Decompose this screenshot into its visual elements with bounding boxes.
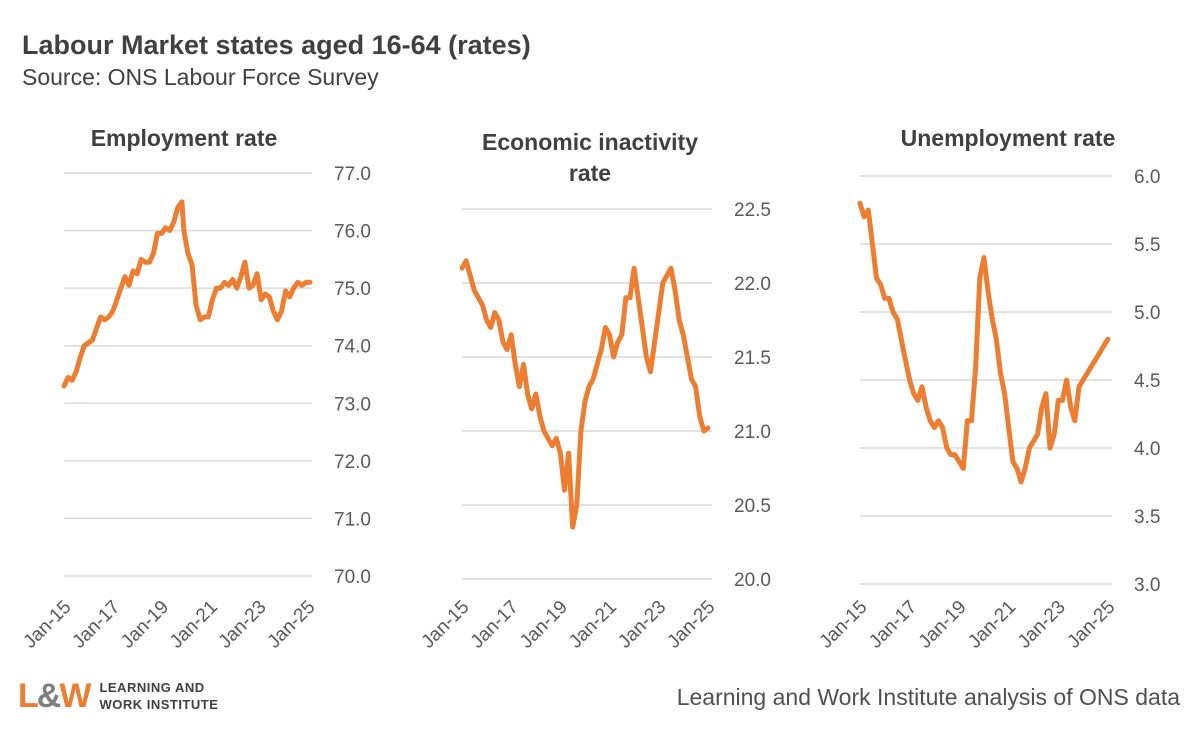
y-tick-label: 20.5 xyxy=(734,496,771,517)
chart-title-line: Economic inactivity xyxy=(482,129,698,155)
series-line xyxy=(857,200,1111,485)
y-tick-label: 20.0 xyxy=(734,570,771,591)
y-tick-label: 70.0 xyxy=(334,567,371,588)
y-tick-label: 77.0 xyxy=(334,164,371,185)
x-tick-label: Jan-25 xyxy=(1063,597,1119,653)
x-tick-label: Jan-15 xyxy=(816,597,872,653)
y-tick-label: 22.5 xyxy=(734,200,771,221)
lw-logo-mark: L&W xyxy=(18,677,91,715)
y-tick-label: 71.0 xyxy=(334,509,371,530)
y-tick-label: 4.0 xyxy=(1134,439,1160,460)
page-title: Labour Market states aged 16-64 (rates) xyxy=(22,30,531,60)
y-tick-label: 4.5 xyxy=(1134,371,1160,392)
y-tick-label: 5.0 xyxy=(1134,303,1160,324)
footer-credit: Learning and Work Institute analysis of … xyxy=(676,684,1180,710)
page-subtitle: Source: ONS Labour Force Survey xyxy=(22,64,379,90)
x-tick-label: Jan-23 xyxy=(1014,597,1070,653)
chart-title-line: Unemployment rate xyxy=(901,125,1116,151)
y-tick-label: 75.0 xyxy=(334,279,371,300)
y-tick-label: 76.0 xyxy=(334,222,371,243)
series-line xyxy=(459,258,711,530)
y-tick-label: 72.0 xyxy=(334,452,371,473)
lw-logo-text: LEARNING AND WORK INSTITUTE xyxy=(99,679,218,713)
logo-line-1: LEARNING AND xyxy=(99,680,205,695)
y-tick-label: 21.5 xyxy=(734,348,771,369)
chart-title-line: rate xyxy=(569,160,611,186)
x-tick-label: Jan-17 xyxy=(865,597,921,653)
logo-line-2: WORK INSTITUTE xyxy=(99,697,219,712)
y-tick-label: 21.0 xyxy=(734,422,771,443)
y-tick-label: 3.0 xyxy=(1134,575,1160,596)
series-line xyxy=(61,199,313,389)
y-tick-label: 3.5 xyxy=(1134,507,1160,528)
y-tick-label: 22.0 xyxy=(734,274,771,295)
x-tick-label: Jan-19 xyxy=(915,597,971,653)
chart-title-line: Employment rate xyxy=(91,125,278,151)
y-tick-label: 5.5 xyxy=(1134,235,1160,256)
y-tick-label: 6.0 xyxy=(1134,167,1160,188)
y-tick-label: 74.0 xyxy=(334,337,371,358)
y-tick-label: 73.0 xyxy=(334,394,371,415)
lw-logo: L&W LEARNING AND WORK INSTITUTE xyxy=(18,679,218,713)
x-tick-label: Jan-21 xyxy=(964,597,1020,653)
